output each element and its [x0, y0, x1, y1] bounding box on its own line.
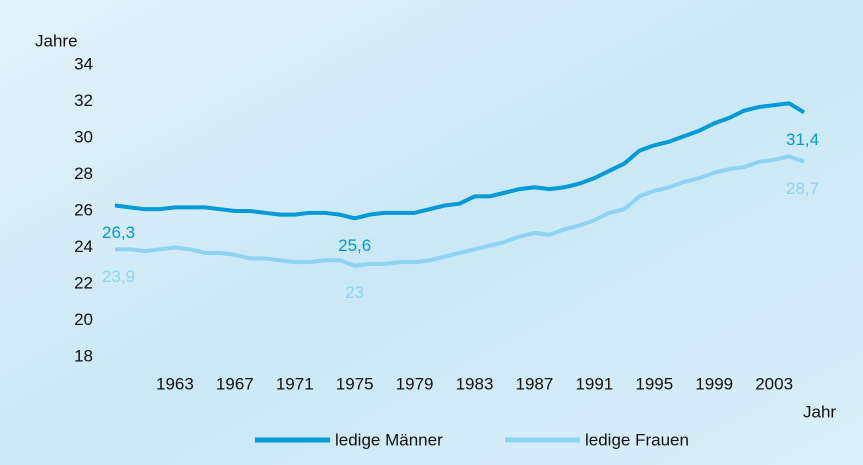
x-tick-label: 1999 — [695, 374, 733, 393]
x-tick-label: 1971 — [276, 374, 314, 393]
data-label: 25,6 — [338, 236, 371, 255]
chart: Jahre Jahr 18 20 22 24 26 28 30 32 34 1963 1967 197… — [0, 0, 863, 465]
y-tick-label: 28 — [74, 164, 93, 183]
x-tick-label: 1967 — [216, 374, 254, 393]
data-label: 31,4 — [786, 130, 819, 149]
legend-label: ledige Männer — [335, 430, 443, 449]
x-tick-label: 2003 — [755, 374, 793, 393]
legend-label: ledige Frauen — [585, 430, 689, 449]
y-tick-label: 22 — [74, 273, 93, 292]
y-axis-label: Jahre — [35, 31, 78, 50]
y-tick-label: 18 — [74, 346, 93, 365]
y-tick-label: 24 — [74, 237, 93, 256]
data-label: 28,7 — [786, 179, 819, 198]
x-tick-label: 1963 — [156, 374, 194, 393]
y-tick-label: 32 — [74, 91, 93, 110]
data-label: 23 — [345, 283, 364, 302]
x-tick-label: 1995 — [635, 374, 673, 393]
x-tick-label: 1987 — [516, 374, 554, 393]
x-tick-label: 1975 — [336, 374, 374, 393]
x-axis-label: Jahr — [803, 402, 836, 421]
y-tick-label: 34 — [74, 54, 93, 73]
y-tick-label: 30 — [74, 127, 93, 146]
data-label: 23,9 — [102, 267, 135, 286]
y-tick-label: 26 — [74, 200, 93, 219]
x-tick-label: 1983 — [456, 374, 494, 393]
data-label: 26,3 — [102, 223, 135, 242]
x-tick-label: 1991 — [575, 374, 613, 393]
x-tick-label: 1979 — [396, 374, 434, 393]
y-tick-label: 20 — [74, 310, 93, 329]
